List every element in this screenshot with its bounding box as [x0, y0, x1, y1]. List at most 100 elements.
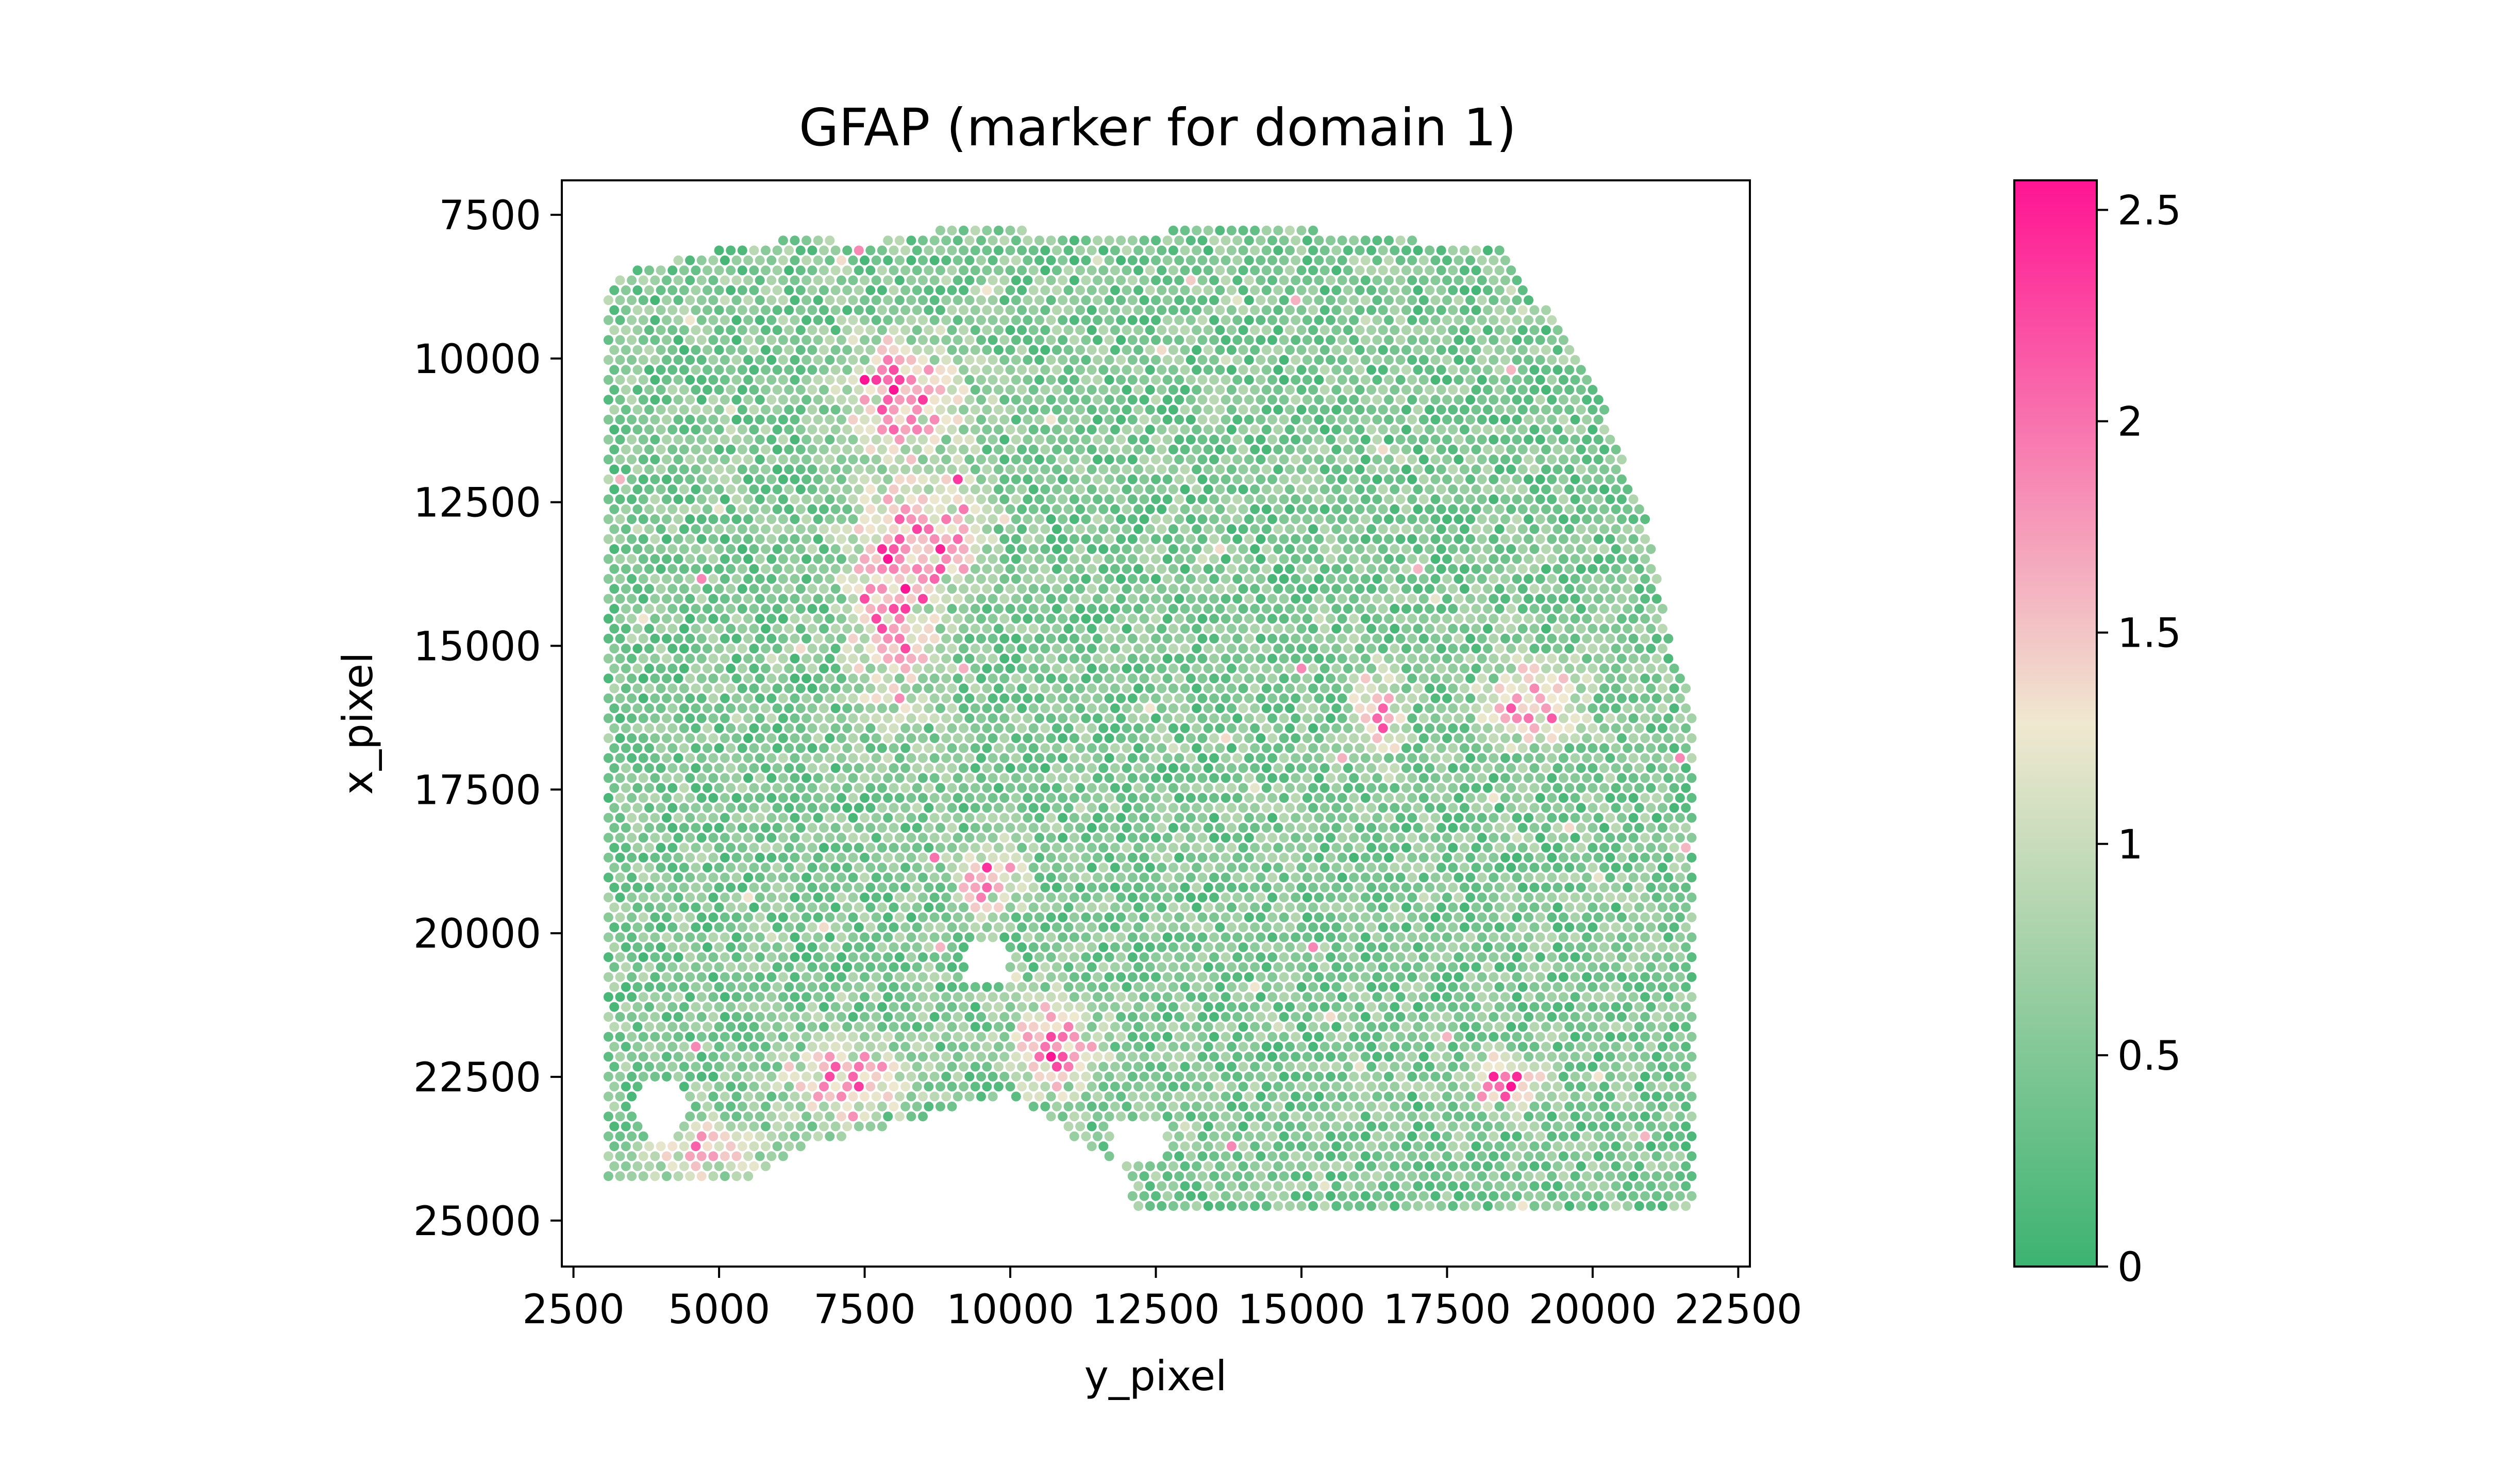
- spot: [1512, 653, 1522, 664]
- spot: [982, 225, 992, 235]
- spot: [609, 385, 620, 395]
- spot: [1028, 544, 1039, 554]
- spot: [1221, 554, 1231, 564]
- spot: [1308, 783, 1318, 793]
- spot: [784, 444, 794, 454]
- spot: [1558, 454, 1568, 465]
- spot: [912, 484, 922, 495]
- spot: [1471, 345, 1481, 355]
- spot: [1512, 315, 1522, 325]
- spot: [953, 434, 963, 445]
- spot: [1593, 633, 1604, 644]
- spot: [795, 743, 806, 753]
- spot: [1221, 494, 1231, 504]
- spot: [1046, 434, 1056, 445]
- spot: [1611, 604, 1621, 614]
- spot: [1337, 494, 1347, 504]
- spot: [1326, 295, 1335, 306]
- spot: [1028, 524, 1039, 534]
- spot: [1640, 733, 1650, 744]
- spot: [883, 355, 893, 365]
- spot: [894, 514, 905, 525]
- spot: [1244, 494, 1254, 504]
- spot: [1355, 564, 1365, 574]
- spot: [1512, 793, 1522, 803]
- spot: [970, 404, 980, 415]
- spot: [1582, 514, 1592, 525]
- spot: [1448, 425, 1458, 435]
- spot: [1459, 404, 1469, 415]
- spot: [714, 484, 724, 495]
- spot: [825, 673, 835, 684]
- spot: [807, 584, 817, 594]
- spot: [1326, 753, 1335, 763]
- spot: [1005, 305, 1015, 315]
- spot: [848, 793, 858, 803]
- spot: [889, 703, 899, 714]
- spot: [842, 385, 853, 395]
- spot: [1343, 425, 1353, 435]
- spot: [1489, 494, 1499, 504]
- spot: [632, 663, 643, 673]
- spot: [603, 414, 613, 425]
- spot: [935, 404, 945, 415]
- spot: [1384, 793, 1394, 803]
- spot: [842, 584, 853, 594]
- spot: [726, 623, 736, 634]
- spot: [1087, 743, 1097, 753]
- spot: [632, 504, 643, 514]
- spot: [1564, 484, 1575, 495]
- spot: [1093, 315, 1103, 325]
- spot: [1390, 623, 1400, 634]
- spot: [1471, 365, 1481, 375]
- spot: [1425, 504, 1435, 514]
- spot: [795, 504, 806, 514]
- spot: [609, 285, 620, 295]
- spot: [1658, 623, 1667, 634]
- spot: [1506, 584, 1516, 594]
- spot: [778, 454, 788, 465]
- spot: [1349, 295, 1359, 306]
- spot: [679, 325, 689, 335]
- spot: [778, 494, 788, 504]
- spot: [941, 693, 951, 703]
- spot: [1384, 653, 1394, 664]
- spot: [924, 604, 934, 614]
- spot: [696, 315, 707, 325]
- spot: [993, 604, 1004, 614]
- spot: [1384, 514, 1394, 525]
- spot: [1372, 375, 1382, 385]
- spot: [621, 763, 631, 773]
- spot: [778, 414, 788, 425]
- spot: [1215, 245, 1225, 256]
- spot: [621, 404, 631, 415]
- spot: [1442, 375, 1452, 385]
- spot: [1116, 474, 1126, 484]
- spot: [1459, 365, 1469, 375]
- spot: [871, 295, 881, 306]
- spot: [1180, 444, 1190, 454]
- spot: [1593, 753, 1604, 763]
- spot: [830, 444, 841, 454]
- spot: [836, 514, 846, 525]
- spot: [906, 474, 916, 484]
- spot: [1593, 474, 1604, 484]
- spot: [1063, 743, 1074, 753]
- spot: [1454, 494, 1464, 504]
- spot: [749, 524, 759, 534]
- spot: [848, 275, 858, 285]
- spot: [1605, 753, 1615, 763]
- spot: [1174, 275, 1184, 285]
- spot: [1215, 285, 1225, 295]
- spot: [778, 614, 788, 624]
- spot: [1116, 693, 1126, 703]
- spot: [603, 733, 613, 744]
- spot: [696, 295, 707, 306]
- spot: [1104, 315, 1114, 325]
- spot: [1413, 404, 1423, 415]
- spot: [1174, 494, 1184, 504]
- spot: [982, 524, 992, 534]
- spot: [1512, 614, 1522, 624]
- spot: [1570, 793, 1580, 803]
